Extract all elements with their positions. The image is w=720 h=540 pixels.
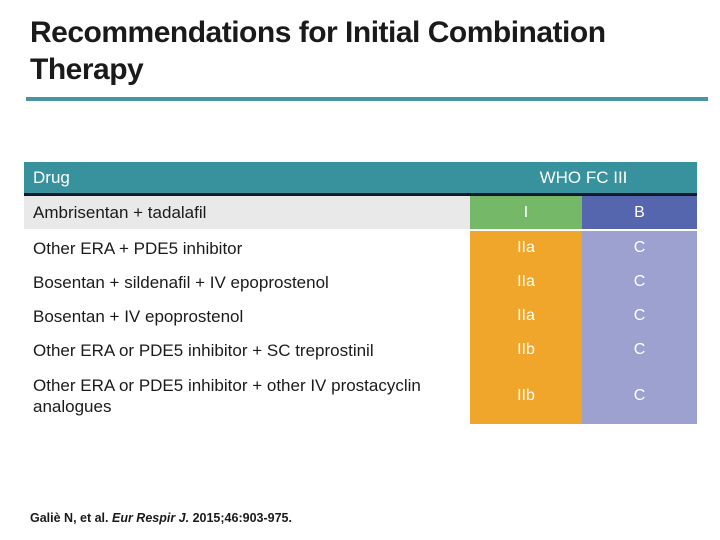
citation-journal: Eur Respir J. (111, 511, 193, 525)
table-row: Other ERA + PDE5 inhibitor IIa C (24, 231, 697, 265)
table-row: Other ERA or PDE5 inhibitor + other IV p… (24, 367, 697, 424)
drug-cell: Bosentan + sildenafil + IV epoprostenol (24, 265, 470, 299)
table-row: Bosentan + IV epoprostenol IIa C (24, 299, 697, 333)
citation: Galiè N, et al. Eur Respir J. 2015;46:90… (30, 511, 292, 525)
drug-cell: Bosentan + IV epoprostenol (24, 299, 470, 333)
slide-title-line2: Therapy (30, 53, 144, 86)
evidence-level-cell: B (582, 196, 697, 229)
who-fc-column-header: WHO FC III (539, 167, 628, 187)
evidence-level-cell: C (582, 299, 697, 333)
who-fc-rating-cell: I (470, 196, 582, 229)
recommendations-table: Drug WHO FC III Ambrisentan + tadalafil … (24, 162, 697, 424)
table-row: Bosentan + sildenafil + IV epoprostenol … (24, 265, 697, 299)
drug-cell: Other ERA or PDE5 inhibitor + SC trepros… (24, 333, 470, 367)
who-fc-rating-cell: IIb (470, 367, 582, 424)
who-fc-rating-cell: IIa (470, 299, 582, 333)
slide-title-line1: Recommendations for Initial Combination (30, 16, 606, 49)
title-underline-rule (26, 97, 708, 101)
table-row: Other ERA or PDE5 inhibitor + SC trepros… (24, 333, 697, 367)
slide-title: Recommendations for Initial Combination … (30, 14, 606, 88)
citation-authors: Galiè N, et al. (30, 511, 112, 525)
table-header-row: Drug WHO FC III (24, 162, 697, 196)
table-rows: Ambrisentan + tadalafil I B Other ERA + … (24, 196, 697, 424)
who-fc-rating-cell: IIa (470, 265, 582, 299)
drug-cell: Other ERA + PDE5 inhibitor (24, 231, 470, 265)
drug-column-header: Drug (33, 167, 70, 187)
evidence-level-cell: C (582, 333, 697, 367)
evidence-level-cell: C (582, 231, 697, 265)
who-fc-rating-cell: IIa (470, 231, 582, 265)
evidence-level-cell: C (582, 367, 697, 424)
citation-detail: 2015;46:903-975. (192, 511, 292, 525)
table-row: Ambrisentan + tadalafil I B (24, 196, 697, 229)
drug-cell: Other ERA or PDE5 inhibitor + other IV p… (24, 367, 470, 424)
drug-cell: Ambrisentan + tadalafil (24, 196, 470, 229)
evidence-level-cell: C (582, 265, 697, 299)
who-fc-rating-cell: IIb (470, 333, 582, 367)
